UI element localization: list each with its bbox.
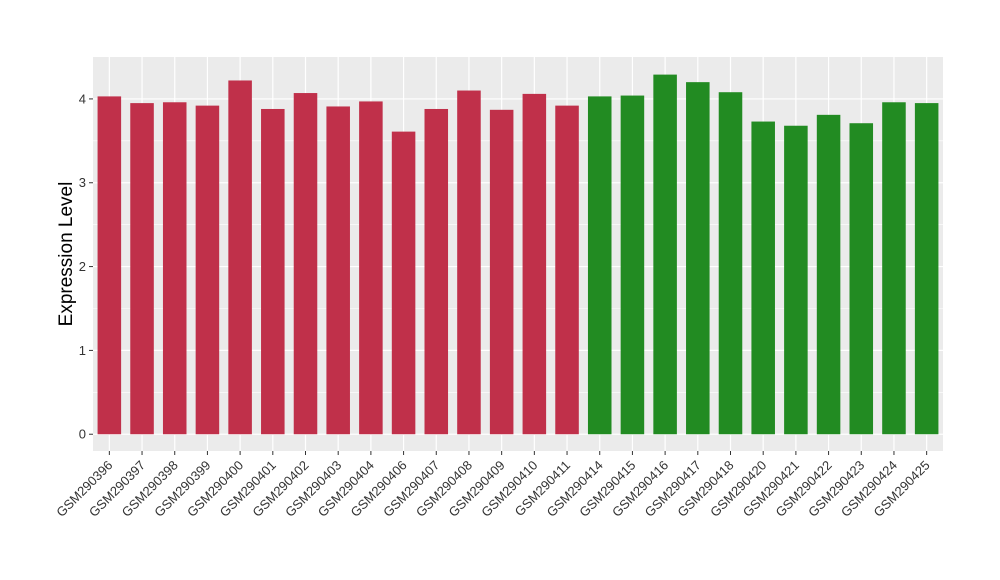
bar-gsm290396 <box>97 96 122 435</box>
bar-gsm290418 <box>718 92 743 435</box>
bar-gsm290407 <box>424 108 449 435</box>
bar-gsm290406 <box>391 131 416 435</box>
bar-gsm290422 <box>816 114 841 435</box>
bar-gsm290415 <box>620 95 645 435</box>
bar-gsm290416 <box>653 74 677 435</box>
y-tick-label: 0 <box>79 427 86 442</box>
bar-gsm290398 <box>162 102 187 435</box>
bar-gsm290423 <box>849 123 874 435</box>
y-axis: 0 1 2 3 4 <box>79 91 93 442</box>
bar-gsm290409 <box>489 109 514 435</box>
y-tick-label: 3 <box>79 175 86 190</box>
bar-gsm290403 <box>326 106 350 435</box>
bar-gsm290410 <box>522 93 547 435</box>
y-tick-label: 2 <box>79 259 86 274</box>
bar-gsm290399 <box>195 105 220 435</box>
y-tick-label: 1 <box>79 343 86 358</box>
x-axis: GSM290396GSM290397GSM290398GSM290399GSM2… <box>53 451 933 520</box>
bar-gsm290397 <box>130 103 154 435</box>
plot-panel <box>93 57 943 451</box>
bar-gsm290400 <box>228 80 252 435</box>
bar-gsm290421 <box>784 125 808 435</box>
bar-gsm290425 <box>914 103 939 435</box>
bar-gsm290404 <box>359 101 383 435</box>
bars-group <box>97 74 939 435</box>
bar-gsm290417 <box>686 82 710 435</box>
bar-gsm290414 <box>587 96 612 435</box>
y-axis-title: Expression Level <box>56 182 77 327</box>
bar-gsm290408 <box>457 90 481 435</box>
bar-gsm290420 <box>751 121 775 435</box>
bar-gsm290402 <box>293 93 318 435</box>
bar-gsm290401 <box>261 108 285 435</box>
y-tick-label: 4 <box>79 91 86 106</box>
bar-gsm290424 <box>882 102 906 435</box>
bar-gsm290411 <box>555 105 579 435</box>
